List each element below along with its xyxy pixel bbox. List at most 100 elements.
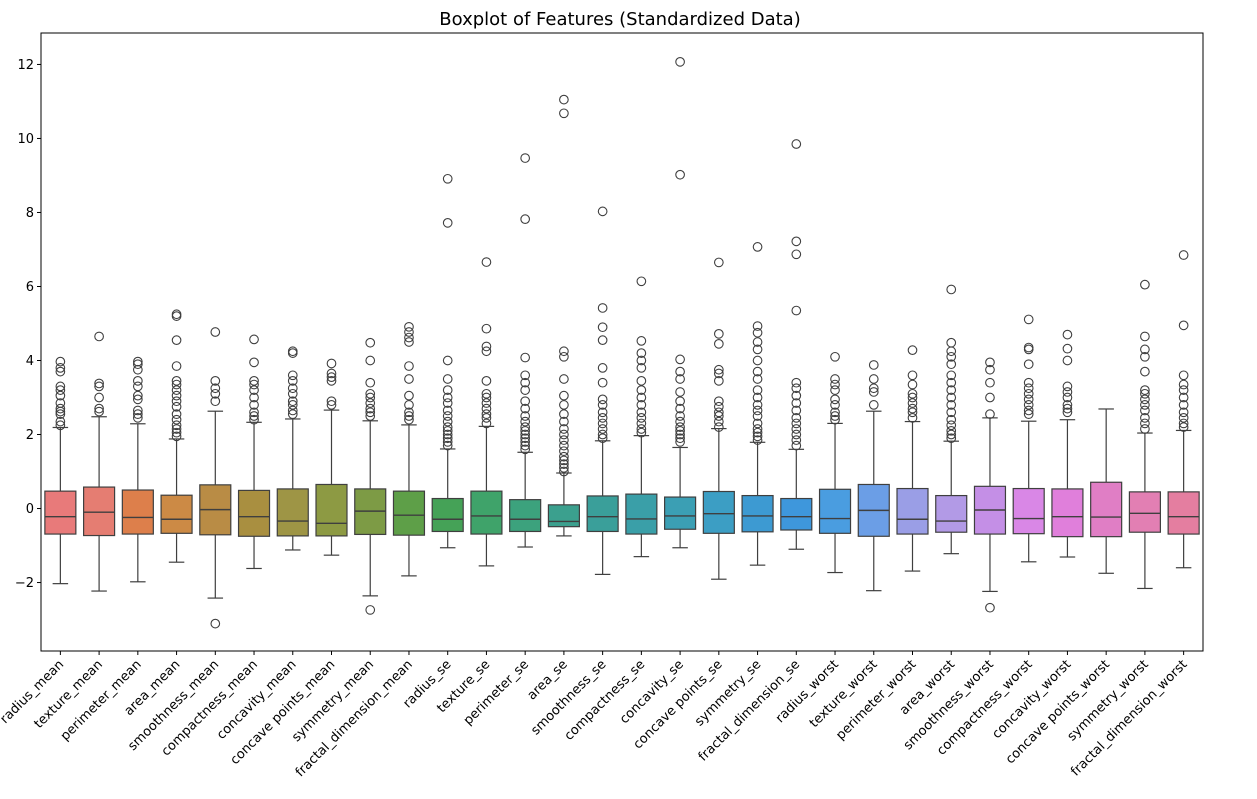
outlier-point [171, 361, 182, 371]
outlier-point [559, 351, 569, 362]
box-smoothness_mean [199, 327, 232, 629]
iqr-box [392, 490, 426, 536]
outlier-point [442, 425, 453, 436]
outlier-point [713, 422, 724, 432]
outlier-point [1140, 405, 1150, 416]
plot-frame [40, 32, 1204, 652]
iqr-box [741, 494, 774, 533]
outlier-point [791, 424, 802, 434]
y-tick-label: 0 [26, 502, 34, 517]
box-radius_worst [818, 351, 852, 574]
outlier-point [559, 400, 569, 410]
outlier-point [287, 370, 298, 381]
outlier-point [791, 440, 802, 451]
outlier-point [985, 357, 995, 368]
outlier-point [404, 337, 414, 347]
outlier-point [1178, 392, 1189, 403]
x-tick-label: texture_mean [31, 657, 105, 731]
outlier-point [171, 401, 182, 412]
iqr-box [625, 493, 658, 535]
box-perimeter_mean [121, 356, 154, 583]
outlier-point [1140, 424, 1150, 434]
box-symmetry_worst [1128, 279, 1161, 590]
outlier-point [559, 416, 569, 427]
box-area_worst [935, 284, 968, 555]
outlier-point [249, 334, 259, 345]
outlier-point [559, 440, 569, 451]
outlier-point [1140, 279, 1150, 290]
box-compactness_worst [1012, 314, 1045, 563]
iqr-box [702, 490, 735, 534]
outlier-point [791, 305, 802, 316]
outlier-point [365, 392, 376, 403]
outlier-point [287, 383, 298, 394]
outlier-point [520, 425, 531, 436]
outlier-point [559, 346, 569, 357]
outlier-point [287, 405, 298, 416]
outlier-point [713, 368, 724, 379]
outlier-point [946, 385, 957, 395]
outlier-point [171, 335, 182, 345]
outlier-point [1023, 405, 1034, 416]
outlier-point [791, 418, 802, 429]
outlier-point [752, 405, 763, 416]
outlier-point [365, 398, 376, 408]
outlier-point [985, 364, 995, 375]
outlier-point [94, 406, 104, 417]
outlier-point [171, 420, 182, 431]
outlier-point [442, 405, 453, 416]
outlier-point [249, 400, 259, 410]
box-fractal_dimension_mean [392, 321, 426, 577]
outlier-point [1023, 377, 1034, 388]
outlier-point [752, 337, 763, 347]
outlier-point [171, 385, 182, 395]
outlier-point [752, 242, 763, 252]
outlier-point [791, 435, 802, 445]
outlier-point [94, 378, 104, 389]
box-texture_worst [857, 360, 890, 592]
outlier-point [597, 407, 608, 418]
outlier-point [830, 414, 840, 425]
outlier-point [132, 381, 143, 392]
outlier-point [442, 355, 453, 366]
y-tick-label: 6 [26, 280, 34, 295]
outlier-point [907, 407, 918, 418]
outlier-point [442, 411, 453, 421]
outlier-point [365, 355, 376, 366]
outlier-point [520, 214, 531, 224]
outlier-point [559, 459, 569, 469]
outlier-point [481, 398, 492, 408]
outlier-point [675, 366, 685, 377]
iqr-box [1167, 491, 1200, 535]
outlier-point [636, 276, 647, 287]
plot-area [44, 57, 1200, 629]
outlier-point [326, 400, 337, 410]
outlier-point [210, 618, 221, 629]
box-area_se [547, 94, 580, 537]
outlier-point [171, 309, 182, 320]
iqr-box [664, 496, 697, 530]
outlier-point [132, 413, 143, 423]
outlier-point [1062, 355, 1073, 366]
box-concave-points_mean [315, 358, 348, 556]
outlier-point [171, 427, 182, 438]
box-perimeter_se [509, 153, 542, 548]
outlier-point [713, 411, 724, 421]
y-tick-label: 12 [17, 58, 34, 73]
outlier-point [636, 336, 647, 346]
outlier-point [868, 387, 879, 397]
outlier-point [636, 355, 647, 366]
outlier-point [985, 602, 995, 613]
outlier-point [868, 360, 879, 370]
outlier-point [946, 420, 957, 431]
outlier-point [481, 376, 492, 386]
outlier-point [365, 605, 376, 615]
outlier-point [171, 414, 182, 425]
outlier-point [675, 425, 685, 436]
outlier-point [559, 466, 569, 477]
outlier-point [481, 346, 492, 357]
outlier-point [210, 388, 221, 399]
outlier-point [55, 385, 66, 395]
box-radius_se [431, 173, 464, 549]
outlier-point [713, 376, 724, 386]
